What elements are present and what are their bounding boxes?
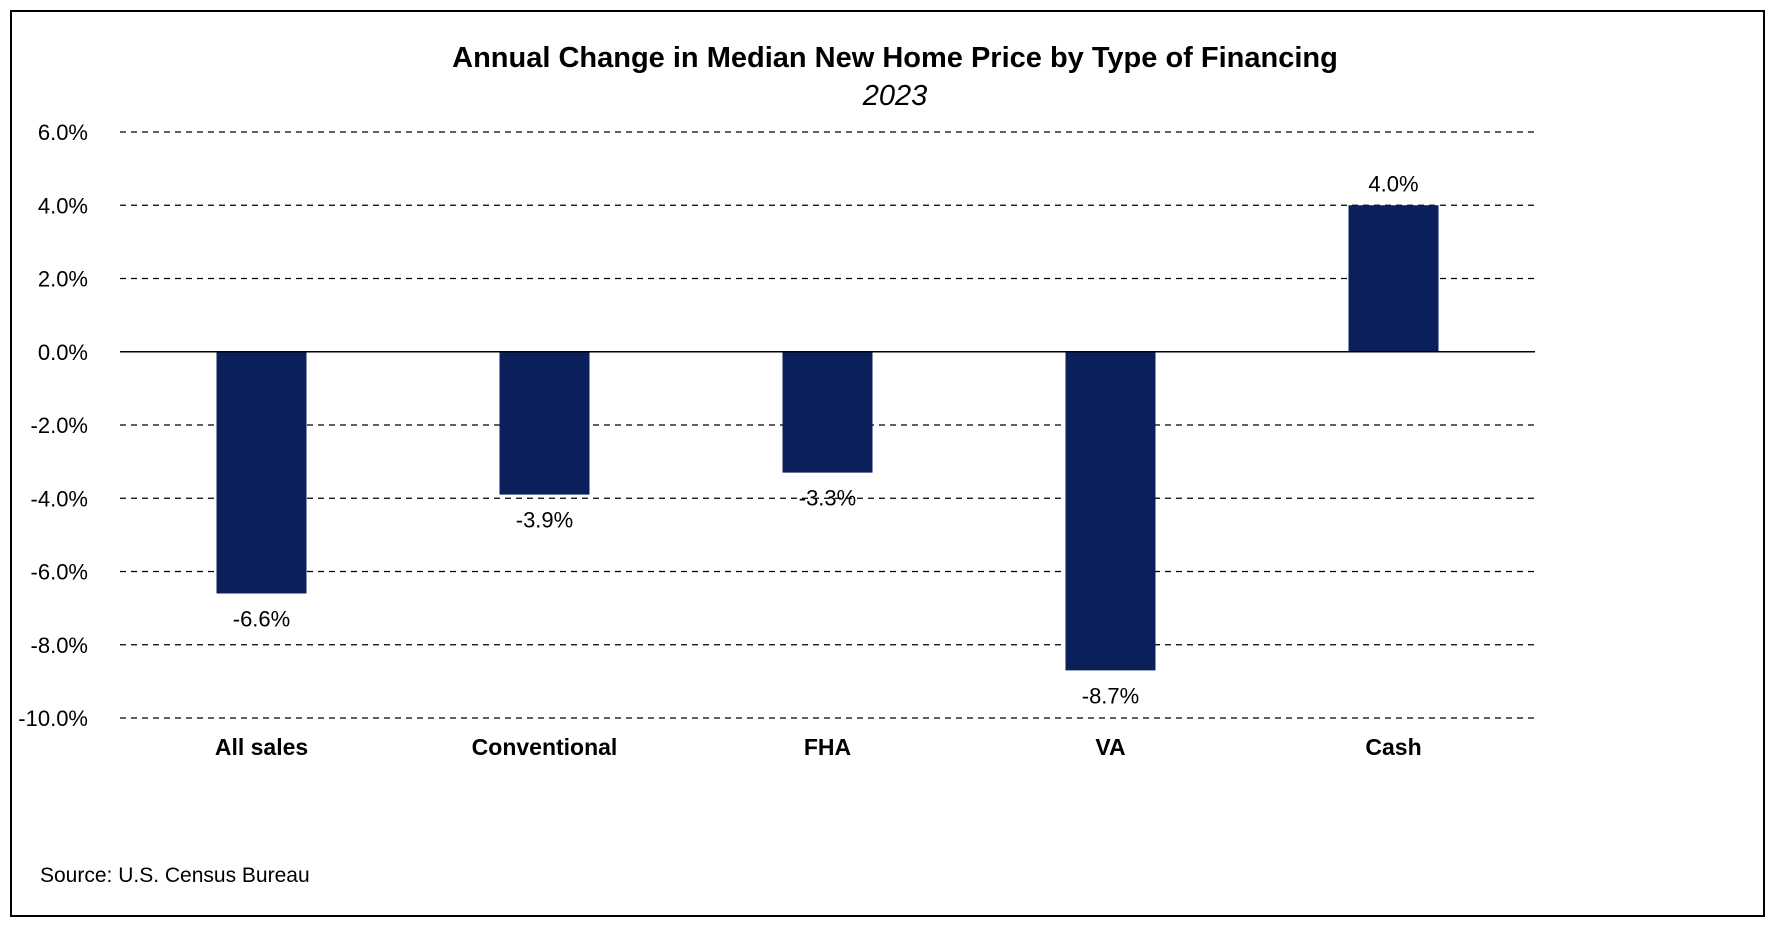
data-label: -6.6% (233, 606, 290, 631)
bar-conventional (499, 351, 590, 495)
y-tick-label: 0.0% (38, 340, 88, 365)
bar-fha (782, 351, 873, 473)
y-tick-label: -10.0% (18, 706, 88, 731)
data-label: -3.3% (799, 486, 856, 511)
x-category-label: VA (1095, 734, 1125, 760)
chart-title: Annual Change in Median New Home Price b… (452, 42, 1338, 74)
x-category-label: FHA (804, 734, 851, 760)
data-labels: -6.6% -3.9% -3.3% -8.7% 4.0% (233, 171, 1419, 708)
y-tick-label: -8.0% (31, 633, 88, 658)
bar-va (1065, 351, 1156, 671)
bar-chart: Annual Change in Median New Home Price b… (18, 42, 1535, 887)
chart-frame: Annual Change in Median New Home Price b… (10, 10, 1765, 917)
y-axis-ticks: 6.0% 4.0% 2.0% 0.0% -2.0% -4.0% -6.0% -8.0% -10.… (18, 120, 88, 731)
data-label: 4.0% (1368, 171, 1418, 196)
y-tick-label: 6.0% (38, 120, 88, 145)
y-tick-label: -6.0% (31, 560, 88, 585)
y-tick-label: 4.0% (38, 193, 88, 218)
gridlines (120, 131, 1535, 719)
bar-cash (1348, 205, 1439, 352)
y-tick-label: 2.0% (38, 267, 88, 292)
y-tick-label: -4.0% (31, 486, 88, 511)
y-tick-label: -2.0% (31, 413, 88, 438)
data-label: -8.7% (1082, 683, 1139, 708)
bars (216, 205, 1439, 671)
x-axis-categories: All sales Conventional FHA VA Cash (215, 734, 1422, 760)
data-label: -3.9% (516, 508, 573, 533)
x-category-label: All sales (215, 734, 308, 760)
chart-subtitle: 2023 (862, 80, 928, 112)
bar-all-sales (216, 351, 307, 594)
source-note: Source: U.S. Census Bureau (40, 864, 310, 887)
x-category-label: Conventional (472, 734, 618, 760)
x-category-label: Cash (1365, 734, 1421, 760)
